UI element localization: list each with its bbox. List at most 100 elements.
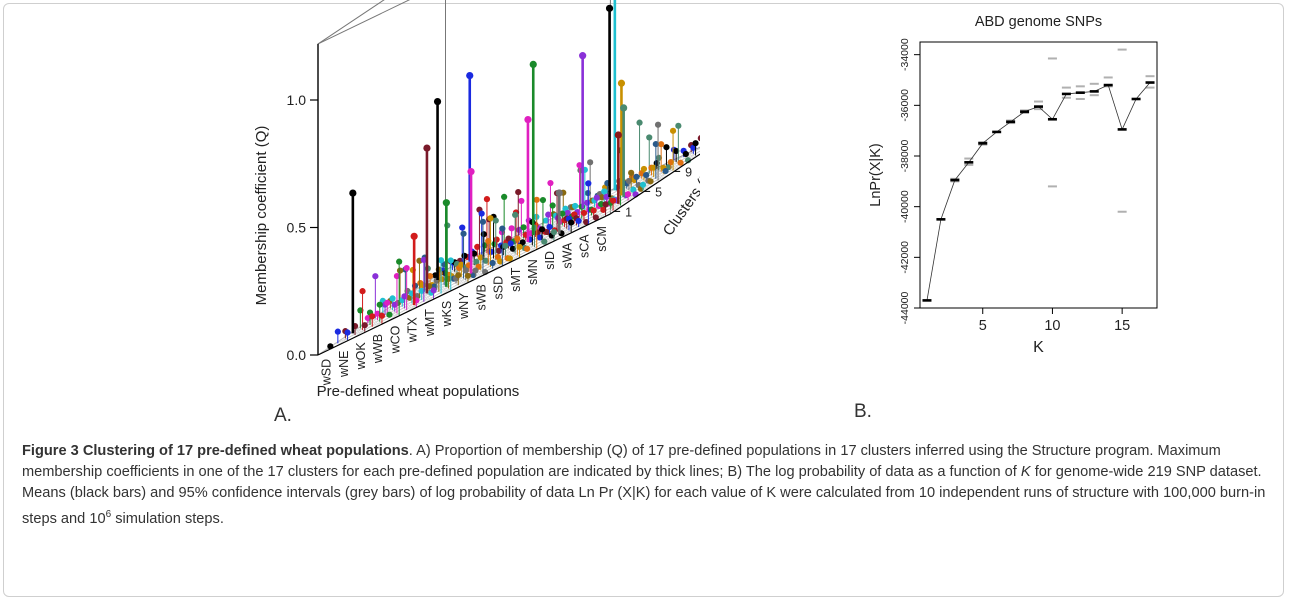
data-point <box>609 197 617 204</box>
y-tick-label: 1 <box>625 205 632 219</box>
max-membership-point <box>466 72 474 80</box>
x-tick-label: wNY <box>457 292 471 320</box>
data-point <box>378 312 386 319</box>
mean-line <box>926 82 1151 301</box>
max-membership-point <box>423 144 431 152</box>
max-membership-point <box>605 4 614 12</box>
data-point <box>630 186 637 193</box>
data-point <box>473 258 480 265</box>
z-tick-label: 0.5 <box>287 220 307 236</box>
data-point <box>592 214 599 221</box>
data-point <box>479 218 487 225</box>
data-point <box>640 165 648 173</box>
data-point <box>628 169 635 176</box>
data-point <box>536 234 543 241</box>
x-axis-label: K <box>1033 339 1044 356</box>
x-tick-label: wNE <box>337 351 351 378</box>
data-point <box>464 272 472 279</box>
data-point <box>488 248 495 255</box>
z-tick-label: 1.0 <box>287 92 307 108</box>
data-point <box>684 157 692 164</box>
box-edge <box>317 0 385 45</box>
x-tick-label: sSD <box>492 276 506 300</box>
data-point <box>501 193 508 200</box>
data-point <box>430 287 437 294</box>
data-point <box>544 228 551 236</box>
data-point <box>655 154 663 161</box>
data-point <box>677 159 684 166</box>
x-tick-label: sWB <box>474 284 488 310</box>
data-point <box>601 188 608 195</box>
x-tick-label: wOK <box>354 342 368 371</box>
data-point <box>459 224 466 231</box>
max-membership-point <box>620 104 628 112</box>
data-point <box>461 252 468 259</box>
data-point <box>514 235 521 242</box>
data-point <box>646 134 653 141</box>
y-axis-label: LnPr(X|K) <box>868 143 884 206</box>
data-point <box>652 141 659 148</box>
data-point <box>636 119 643 126</box>
data-point <box>357 307 364 314</box>
y-tick-label: -38000 <box>899 139 911 172</box>
data-point <box>396 258 403 265</box>
data-point <box>682 150 689 158</box>
data-point <box>538 226 546 233</box>
data-point <box>690 144 697 151</box>
x-tick-label: sMN <box>526 259 540 285</box>
max-membership-point <box>467 167 475 176</box>
y-tick-label: -36000 <box>899 89 911 122</box>
data-point <box>495 247 502 254</box>
data-point <box>598 201 605 208</box>
caption-text-3: simulation steps. <box>111 510 224 527</box>
data-point <box>697 135 700 142</box>
y-tick-label: -34000 <box>899 38 911 71</box>
data-point <box>471 250 478 257</box>
data-point <box>478 210 485 217</box>
data-point <box>673 147 680 155</box>
data-point <box>507 240 514 247</box>
data-point <box>485 237 492 245</box>
data-point <box>420 256 427 264</box>
panel-a-letter: A. <box>274 405 292 426</box>
data-point <box>663 144 670 151</box>
data-point <box>502 242 509 250</box>
data-point <box>542 217 550 224</box>
x-tick-label: sMT <box>509 267 523 292</box>
data-point <box>587 159 594 166</box>
data-point <box>493 236 500 243</box>
max-membership-point <box>442 199 450 207</box>
data-point <box>647 178 654 185</box>
data-point <box>583 218 590 226</box>
data-point <box>505 235 512 242</box>
data-point <box>639 181 647 188</box>
data-point <box>602 201 609 208</box>
data-point <box>372 273 379 280</box>
data-point <box>458 261 465 268</box>
data-point <box>568 219 575 226</box>
data-point <box>593 194 600 201</box>
data-point <box>386 311 393 318</box>
z-axis-label: Membership coefficient (Q) <box>253 126 270 306</box>
data-point <box>546 223 553 231</box>
data-point <box>580 209 588 217</box>
max-membership-point <box>555 189 563 197</box>
data-point <box>359 288 366 295</box>
x-tick-label: 10 <box>1044 318 1060 334</box>
data-point <box>654 121 662 128</box>
data-point <box>667 159 674 166</box>
x-tick-label: wWB <box>371 334 385 364</box>
data-point <box>545 211 552 218</box>
box-edge <box>317 0 411 45</box>
x-tick-label: wKS <box>440 301 454 328</box>
data-point <box>692 140 699 147</box>
max-membership-point <box>433 97 442 106</box>
data-point <box>418 287 425 295</box>
x-tick-label: wSD <box>320 359 334 386</box>
data-point <box>600 206 607 213</box>
caption-superscript: 6 <box>105 509 112 520</box>
data-point <box>512 211 519 218</box>
data-point <box>361 322 368 329</box>
z-tick-label: 0.0 <box>287 347 307 363</box>
